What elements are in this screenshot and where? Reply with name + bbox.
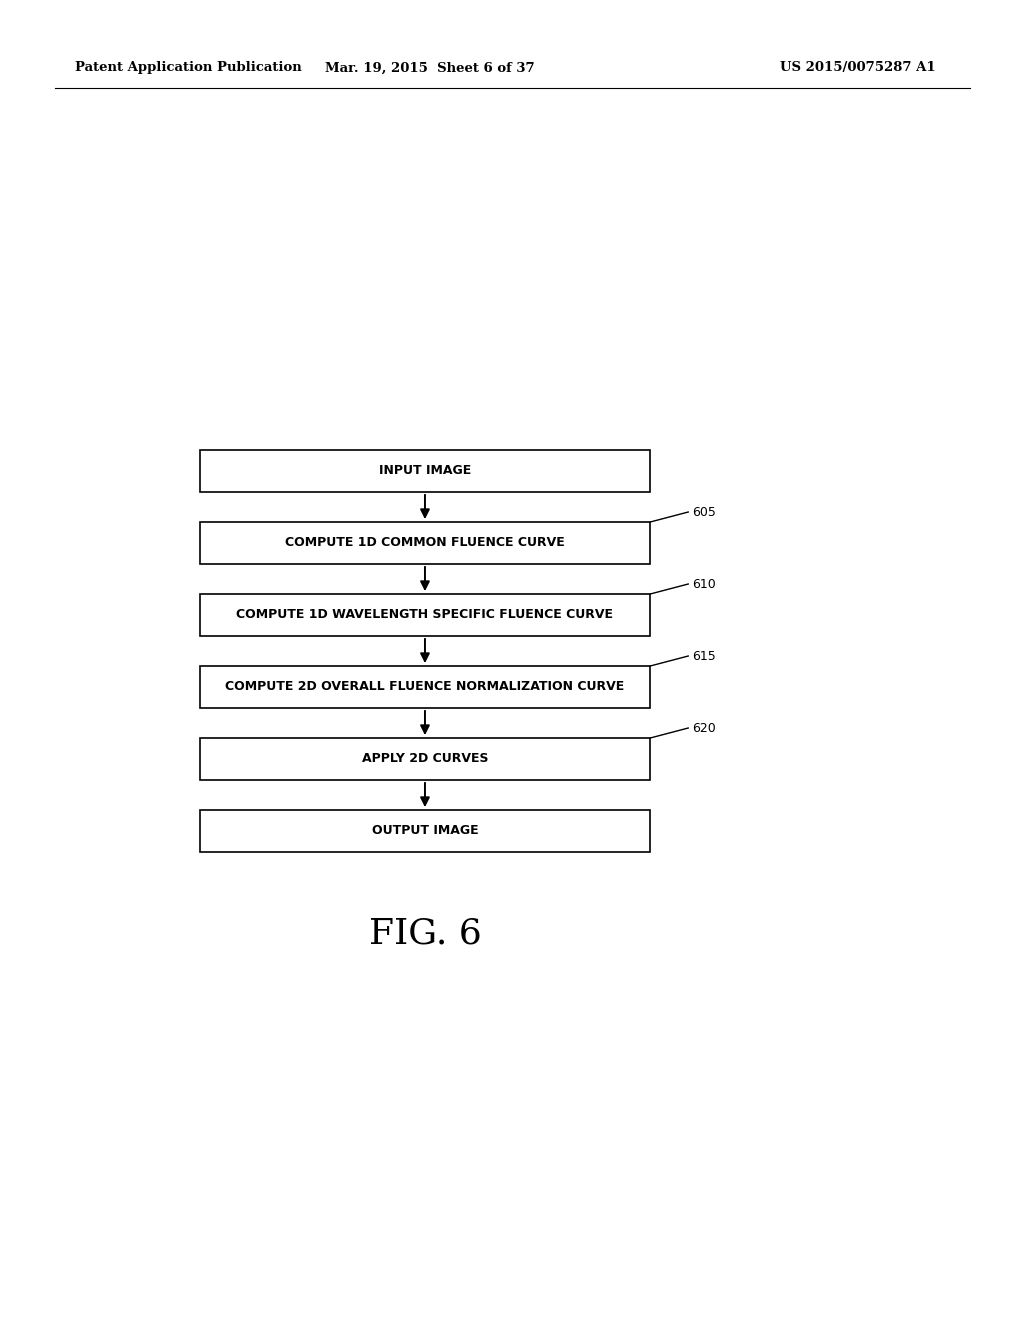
Text: 615: 615 — [692, 649, 716, 663]
Text: FIG. 6: FIG. 6 — [369, 917, 481, 950]
Text: COMPUTE 2D OVERALL FLUENCE NORMALIZATION CURVE: COMPUTE 2D OVERALL FLUENCE NORMALIZATION… — [225, 681, 625, 693]
Text: 620: 620 — [692, 722, 716, 734]
Text: OUTPUT IMAGE: OUTPUT IMAGE — [372, 825, 478, 837]
Text: COMPUTE 1D WAVELENGTH SPECIFIC FLUENCE CURVE: COMPUTE 1D WAVELENGTH SPECIFIC FLUENCE C… — [237, 609, 613, 622]
Bar — [200, 450, 650, 492]
Text: 605: 605 — [692, 506, 716, 519]
Bar — [200, 738, 650, 780]
Text: 610: 610 — [692, 578, 716, 590]
Text: US 2015/0075287 A1: US 2015/0075287 A1 — [780, 62, 936, 74]
Bar — [200, 667, 650, 708]
Text: COMPUTE 1D COMMON FLUENCE CURVE: COMPUTE 1D COMMON FLUENCE CURVE — [285, 536, 565, 549]
Bar — [200, 594, 650, 636]
Text: APPLY 2D CURVES: APPLY 2D CURVES — [361, 752, 488, 766]
Bar — [200, 521, 650, 564]
Bar — [200, 810, 650, 851]
Text: INPUT IMAGE: INPUT IMAGE — [379, 465, 471, 478]
Text: Mar. 19, 2015  Sheet 6 of 37: Mar. 19, 2015 Sheet 6 of 37 — [326, 62, 535, 74]
Text: Patent Application Publication: Patent Application Publication — [75, 62, 302, 74]
